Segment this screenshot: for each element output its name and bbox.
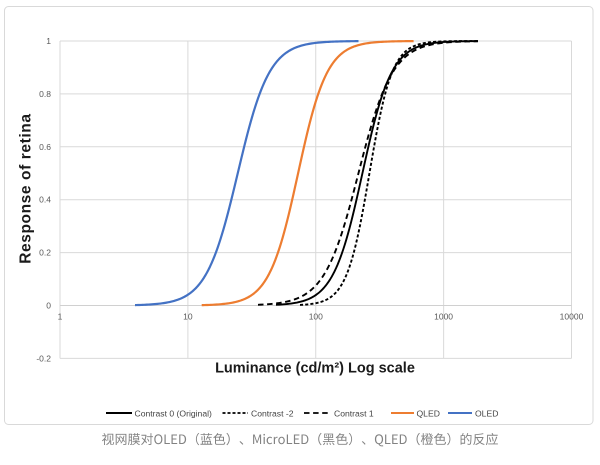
svg-text:Contrast 0 (Original): Contrast 0 (Original) <box>135 409 213 419</box>
svg-text:0.4: 0.4 <box>39 195 51 205</box>
svg-text:0.6: 0.6 <box>39 142 51 152</box>
svg-text:0.2: 0.2 <box>39 248 51 258</box>
svg-text:10: 10 <box>183 312 193 322</box>
svg-text:0.8: 0.8 <box>39 89 51 99</box>
svg-text:1: 1 <box>46 36 51 46</box>
svg-text:10000: 10000 <box>560 312 584 322</box>
svg-text:100: 100 <box>309 312 323 322</box>
svg-text:Luminance (cd/m²) Log scale: Luminance (cd/m²) Log scale <box>215 361 415 377</box>
svg-text:OLED: OLED <box>475 409 498 419</box>
svg-text:1000: 1000 <box>434 312 453 322</box>
svg-text:Response of retina: Response of retina <box>18 113 35 263</box>
svg-text:0: 0 <box>46 301 51 311</box>
svg-text:Contrast -2: Contrast -2 <box>251 409 294 419</box>
svg-text:QLED: QLED <box>417 409 440 419</box>
svg-text:Contrast 1: Contrast 1 <box>334 409 374 419</box>
svg-text:1: 1 <box>58 312 63 322</box>
svg-text:-0.2: -0.2 <box>36 353 51 363</box>
